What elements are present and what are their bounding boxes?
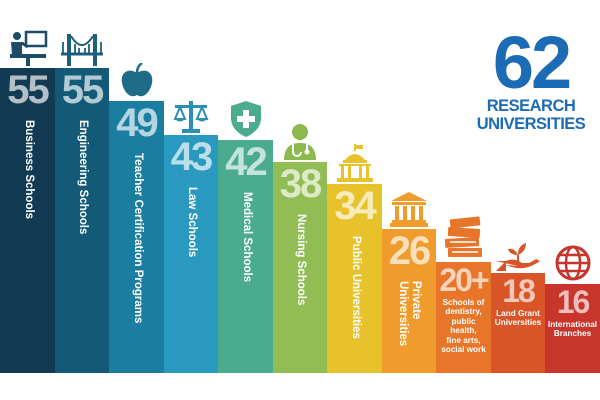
bar-value-label: 18	[502, 273, 536, 309]
bar-category-label: Private Universities	[396, 281, 422, 346]
bar-category-label-line: Universities	[494, 318, 542, 328]
bar-category-label-line: social work	[441, 345, 486, 355]
bar: 16 International Branches	[545, 284, 600, 373]
bar-value-label: 55	[7, 68, 50, 112]
apple-icon	[120, 63, 154, 99]
headline-number: 62	[492, 21, 572, 104]
bar-category-label-line: public health,	[450, 316, 477, 336]
bar-category-label: International Branches	[547, 320, 598, 339]
bar-category-label: Medical Schools	[240, 192, 253, 282]
bar: 42 Medical Schools	[218, 140, 273, 373]
bar-value-label: 34	[334, 184, 377, 228]
bar-category-label-line: Universities	[397, 281, 409, 347]
headline-line2: UNIVERSITIES	[476, 114, 586, 133]
bar: 18 Land Grant Universities	[491, 273, 545, 373]
bar-category-label: Engineering Schools	[76, 120, 89, 234]
bar-category-label-line: Teacher Certification Programs	[132, 153, 144, 324]
bar-category-label-line: International	[547, 320, 598, 329]
headline-line1: RESEARCH	[486, 97, 576, 116]
bar: 20+ Schools of dentistry, public health, fin…	[436, 262, 491, 373]
bar-category-label: Teacher Certification Programs	[131, 153, 144, 323]
bar-category-label: Land Grant Universities	[493, 309, 543, 328]
bar: 55 Business Schools	[0, 68, 55, 373]
nurse-icon	[282, 122, 318, 160]
bar-value-label: 20+	[439, 262, 489, 298]
bar-category-label: Nursing Schools	[294, 214, 307, 305]
bar-value-label: 38	[279, 162, 323, 206]
bar-value-label: 26	[388, 229, 432, 273]
bar-category-label-line: Medical Schools	[241, 192, 253, 283]
bar-category-label-line: Nursing Schools	[295, 214, 307, 306]
teacher-icon	[8, 30, 48, 66]
bar-value-label: 16	[556, 284, 591, 320]
bar-category-label-line: Engineering Schools	[77, 120, 89, 235]
bar-value-label: 55	[61, 68, 105, 112]
medical-shield-icon	[229, 100, 263, 138]
bar-category-label-line: fine arts,	[446, 335, 481, 345]
scales-icon	[172, 99, 210, 133]
bar-category-label-line: Branches	[553, 329, 592, 339]
bar: 34 Public Universities	[327, 184, 382, 373]
bar: 26 Private Universities	[382, 229, 436, 373]
bar-category-label: Business Schools	[22, 120, 35, 219]
bar-category-label: Law Schools	[185, 187, 198, 257]
bar-category-label-line: Land Grant	[496, 309, 540, 318]
bar: 49 Teacher Certification Programs	[109, 101, 164, 373]
bar-value-label: 49	[116, 101, 159, 145]
books-icon	[442, 216, 486, 260]
globe-icon	[554, 244, 592, 282]
bar-category-label-line: Public Universities	[350, 236, 362, 339]
capitol-building-icon	[335, 144, 375, 182]
bar-category-label-line: dentistry,	[445, 307, 482, 317]
bar-category-label-line: Private	[410, 281, 422, 320]
bar: 55 Engineering Schools	[55, 68, 109, 373]
bar-value-label: 42	[225, 140, 268, 184]
columns-building-icon	[389, 191, 429, 227]
bar-category-label: Schools of dentistry, public health, fine a…	[438, 298, 489, 355]
bar: 43 Law Schools	[164, 135, 218, 373]
hand-sprout-icon	[496, 241, 540, 271]
bar: 38 Nursing Schools	[273, 162, 327, 373]
bar-category-label: Public Universities	[349, 236, 362, 339]
bridge-icon	[61, 32, 103, 66]
bar-value-label: 43	[170, 135, 214, 179]
bar-category-label-line: Business Schools	[23, 120, 35, 220]
bar-category-label-line: Law Schools	[186, 187, 198, 258]
headline: 62 RESEARCH UNIVERSITIES	[468, 21, 594, 133]
bar-category-label-line: Schools of	[442, 298, 485, 307]
